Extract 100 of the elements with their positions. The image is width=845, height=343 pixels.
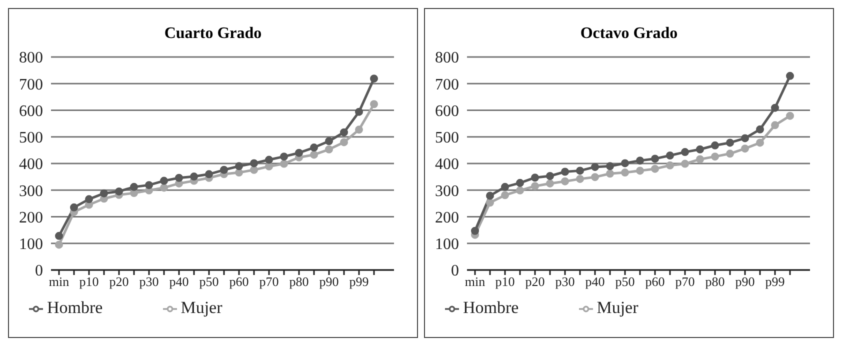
y-tick-label: 600 xyxy=(19,102,43,120)
x-tick-label: p80 xyxy=(705,274,725,290)
point xyxy=(340,138,348,146)
point xyxy=(250,159,258,168)
point xyxy=(235,168,243,177)
point xyxy=(115,187,123,196)
y-tick-label: 700 xyxy=(435,76,459,94)
point xyxy=(696,145,704,154)
point xyxy=(621,159,629,168)
point xyxy=(756,125,764,134)
point xyxy=(310,144,318,152)
x-tick-label: p70 xyxy=(675,274,695,290)
y-tick-label: 100 xyxy=(435,236,459,254)
y-tick-label: 200 xyxy=(19,209,43,226)
point xyxy=(325,137,333,146)
point xyxy=(786,112,794,120)
point xyxy=(591,173,599,182)
y-tick-label: 700 xyxy=(19,76,43,94)
point xyxy=(666,152,674,160)
x-tick-label: p10 xyxy=(79,274,99,290)
point xyxy=(55,232,63,240)
point xyxy=(486,198,494,207)
point xyxy=(576,166,584,175)
point xyxy=(355,108,363,116)
legend-label: Mujer xyxy=(596,298,638,317)
point xyxy=(486,192,494,200)
point xyxy=(591,162,599,171)
point xyxy=(561,177,569,186)
point xyxy=(280,152,288,161)
point xyxy=(370,100,378,108)
x-tick-label: p60 xyxy=(645,274,665,290)
point xyxy=(651,164,659,173)
y-tick-label: 300 xyxy=(435,182,459,200)
point xyxy=(546,179,554,188)
y-tick-label: 200 xyxy=(435,209,459,226)
chart-title: Octavo Grado xyxy=(579,25,679,44)
point xyxy=(756,138,764,147)
point xyxy=(696,155,704,164)
x-tick-label: p70 xyxy=(259,274,279,290)
point xyxy=(130,182,138,191)
y-tick-label: 100 xyxy=(19,236,43,254)
point xyxy=(606,162,614,170)
point xyxy=(265,156,273,164)
y-tick-label: 400 xyxy=(19,156,43,174)
y-tick-label: 0 xyxy=(451,262,459,280)
x-tick-label: p40 xyxy=(585,274,605,290)
point xyxy=(220,166,228,174)
point xyxy=(681,148,689,156)
chart-title: Cuarto Grado xyxy=(163,25,263,44)
point xyxy=(501,182,509,191)
x-tick-label: p40 xyxy=(169,274,189,290)
point xyxy=(355,126,363,134)
legend-label: Mujer xyxy=(180,298,222,317)
point xyxy=(606,170,614,178)
x-tick-label: p50 xyxy=(615,274,635,290)
y-tick-label: 0 xyxy=(35,262,43,280)
y-tick-label: 500 xyxy=(435,130,459,147)
y-tick-label: 500 xyxy=(19,130,43,147)
point xyxy=(160,176,168,185)
point xyxy=(636,166,644,175)
point xyxy=(531,182,539,190)
point xyxy=(771,104,779,112)
point xyxy=(160,184,168,192)
point xyxy=(711,141,719,150)
point xyxy=(786,72,794,80)
point xyxy=(175,174,183,182)
point xyxy=(726,150,734,158)
point xyxy=(651,154,659,163)
point xyxy=(711,152,719,161)
point xyxy=(741,134,749,142)
point xyxy=(576,174,584,183)
point xyxy=(741,144,749,153)
point xyxy=(205,170,213,178)
point xyxy=(295,148,303,157)
x-tick-label: p50 xyxy=(199,274,219,290)
x-tick-label: p90 xyxy=(735,274,755,290)
x-tick-label: min xyxy=(48,274,70,290)
point xyxy=(546,172,554,180)
point xyxy=(681,160,689,168)
point xyxy=(145,181,153,190)
point xyxy=(531,174,539,182)
point xyxy=(666,161,674,170)
point xyxy=(621,168,629,177)
x-tick-label: p90 xyxy=(319,274,339,290)
point xyxy=(85,195,93,204)
x-tick-label: p80 xyxy=(289,274,309,290)
point xyxy=(771,121,779,130)
y-tick-label: 400 xyxy=(435,156,459,174)
point xyxy=(370,74,378,83)
point xyxy=(561,168,569,176)
point xyxy=(190,172,198,181)
y-tick-label: 600 xyxy=(435,102,459,120)
legend-label: Hombre xyxy=(47,298,103,317)
point xyxy=(516,186,524,194)
legend-label: Hombre xyxy=(463,298,519,317)
point xyxy=(471,226,479,235)
point xyxy=(501,191,509,200)
point xyxy=(636,156,644,165)
point xyxy=(265,162,273,170)
y-tick-label: 800 xyxy=(435,50,459,67)
